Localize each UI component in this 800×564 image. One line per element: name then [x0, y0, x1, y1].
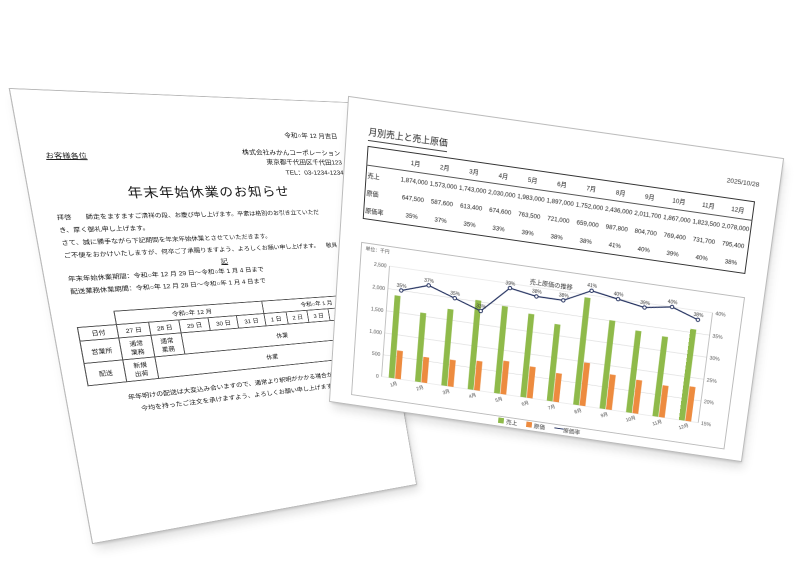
- svg-text:8月: 8月: [574, 408, 583, 415]
- svg-text:10月: 10月: [625, 415, 636, 423]
- svg-text:2,500: 2,500: [374, 262, 387, 269]
- svg-text:4月: 4月: [468, 393, 477, 400]
- svg-text:37%: 37%: [424, 278, 435, 285]
- svg-text:9月: 9月: [600, 412, 609, 419]
- svg-text:41%: 41%: [587, 283, 598, 290]
- svg-text:5月: 5月: [495, 397, 504, 404]
- svg-text:3月: 3月: [442, 389, 451, 396]
- svg-text:7月: 7月: [547, 404, 556, 411]
- svg-text:2,000: 2,000: [372, 284, 385, 291]
- svg-text:39%: 39%: [640, 300, 651, 307]
- svg-text:39%: 39%: [505, 280, 516, 287]
- svg-text:1,000: 1,000: [369, 329, 382, 336]
- svg-text:12月: 12月: [678, 423, 689, 431]
- svg-text:40%: 40%: [715, 311, 726, 318]
- svg-text:1,500: 1,500: [371, 307, 384, 314]
- svg-text:500: 500: [372, 351, 381, 358]
- svg-text:30%: 30%: [709, 356, 720, 363]
- svg-text:1月: 1月: [389, 381, 398, 388]
- svg-text:35%: 35%: [712, 334, 723, 341]
- svg-text:38%: 38%: [559, 293, 570, 300]
- svg-text:40%: 40%: [613, 291, 624, 298]
- svg-text:6月: 6月: [521, 400, 530, 407]
- svg-text:15%: 15%: [701, 421, 712, 428]
- svg-text:20%: 20%: [703, 400, 714, 407]
- svg-text:40%: 40%: [667, 299, 678, 306]
- svg-text:0: 0: [376, 374, 379, 380]
- svg-text:2月: 2月: [416, 385, 425, 392]
- svg-text:38%: 38%: [532, 289, 543, 296]
- svg-text:11月: 11月: [652, 419, 663, 427]
- svg-text:25%: 25%: [706, 378, 717, 385]
- svg-text:35%: 35%: [397, 283, 408, 290]
